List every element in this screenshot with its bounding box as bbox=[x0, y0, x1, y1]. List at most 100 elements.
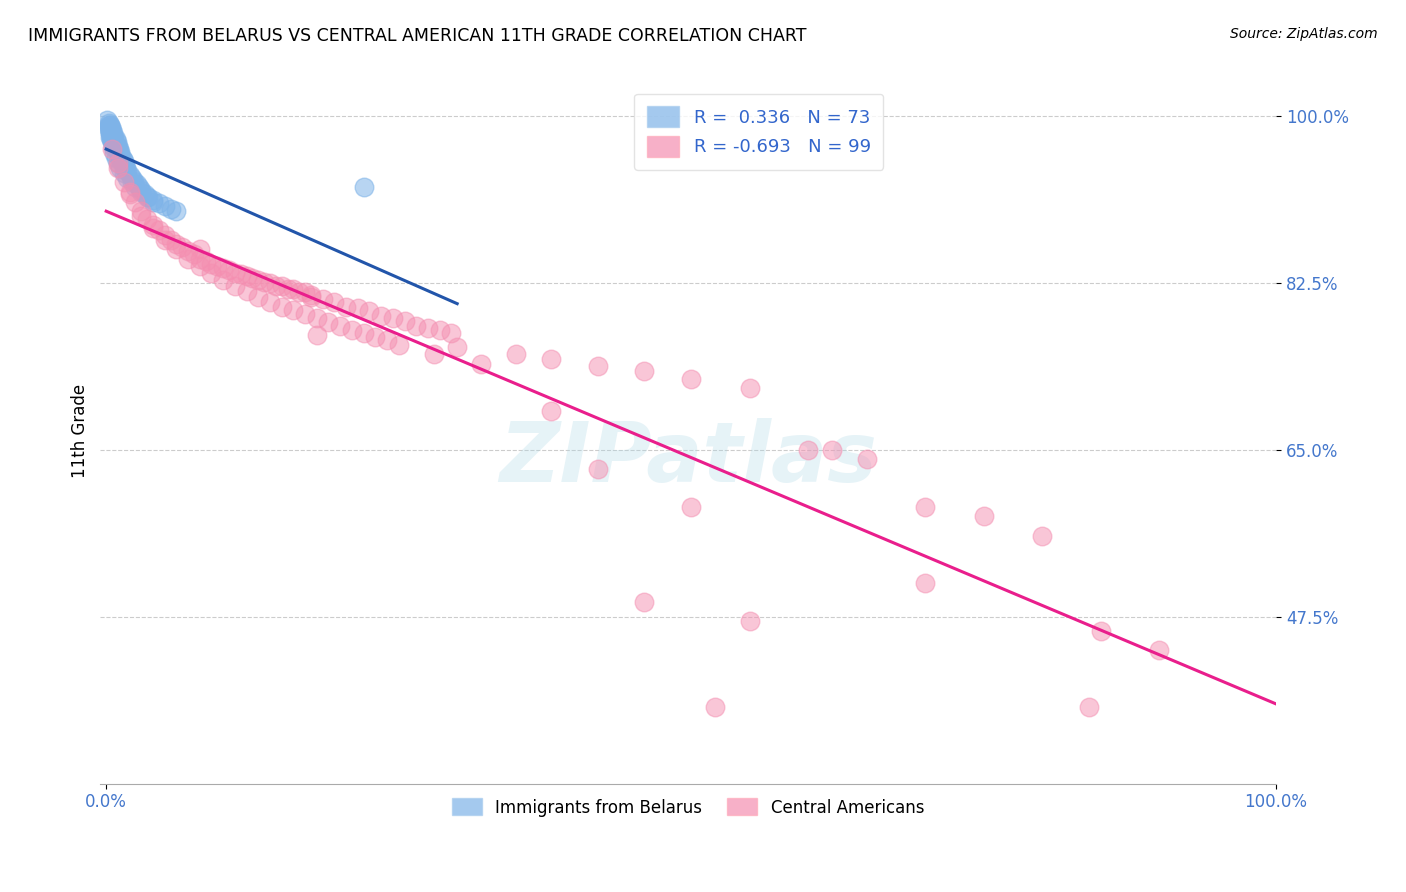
Point bbox=[353, 326, 375, 341]
Point bbox=[110, 154, 132, 169]
Point bbox=[103, 129, 125, 144]
Point bbox=[188, 242, 211, 256]
Point bbox=[440, 326, 463, 341]
Point bbox=[103, 126, 125, 140]
Point bbox=[855, 452, 877, 467]
Point bbox=[129, 183, 152, 197]
Point bbox=[159, 202, 181, 216]
Point bbox=[159, 233, 181, 247]
Point bbox=[335, 300, 357, 314]
Point bbox=[738, 381, 761, 395]
Point bbox=[103, 136, 125, 150]
Point bbox=[329, 318, 352, 333]
Point bbox=[633, 364, 655, 378]
Point bbox=[586, 359, 609, 373]
Point bbox=[388, 337, 411, 351]
Point bbox=[165, 237, 187, 252]
Point bbox=[103, 132, 125, 146]
Point bbox=[100, 127, 122, 141]
Point bbox=[117, 170, 139, 185]
Point bbox=[340, 323, 363, 337]
Point bbox=[101, 123, 124, 137]
Point bbox=[98, 126, 121, 140]
Point bbox=[288, 285, 311, 300]
Point bbox=[110, 152, 132, 166]
Point bbox=[112, 166, 135, 180]
Point bbox=[118, 168, 141, 182]
Point bbox=[224, 278, 246, 293]
Point bbox=[364, 330, 387, 344]
Point bbox=[207, 260, 229, 274]
Point bbox=[121, 170, 143, 185]
Point bbox=[98, 129, 121, 144]
Point bbox=[110, 145, 132, 159]
Point bbox=[136, 190, 159, 204]
Point bbox=[97, 118, 120, 132]
Point bbox=[405, 318, 427, 333]
Point bbox=[136, 211, 159, 226]
Point bbox=[283, 282, 305, 296]
Point bbox=[1077, 700, 1099, 714]
Point bbox=[103, 129, 125, 144]
Point bbox=[470, 357, 492, 371]
Point bbox=[129, 204, 152, 219]
Point bbox=[101, 142, 124, 156]
Point bbox=[305, 328, 328, 343]
Point bbox=[294, 285, 316, 300]
Point bbox=[105, 136, 128, 150]
Point bbox=[540, 404, 562, 418]
Point bbox=[353, 180, 375, 194]
Point bbox=[346, 301, 368, 316]
Point bbox=[177, 244, 200, 259]
Point bbox=[294, 307, 316, 321]
Point bbox=[128, 180, 150, 194]
Text: IMMIGRANTS FROM BELARUS VS CENTRAL AMERICAN 11TH GRADE CORRELATION CHART: IMMIGRANTS FROM BELARUS VS CENTRAL AMERI… bbox=[28, 27, 807, 45]
Point bbox=[212, 261, 235, 276]
Point bbox=[218, 263, 240, 277]
Point bbox=[125, 178, 148, 192]
Point bbox=[107, 144, 129, 158]
Point bbox=[188, 260, 211, 274]
Point bbox=[235, 284, 257, 298]
Point bbox=[100, 120, 122, 134]
Point bbox=[370, 309, 392, 323]
Point bbox=[134, 186, 156, 201]
Point bbox=[129, 209, 152, 223]
Point bbox=[177, 252, 200, 266]
Point bbox=[703, 700, 725, 714]
Point bbox=[259, 294, 281, 309]
Point bbox=[247, 273, 270, 287]
Point bbox=[277, 282, 299, 296]
Point bbox=[165, 242, 187, 256]
Point bbox=[142, 194, 165, 209]
Point bbox=[107, 145, 129, 159]
Point bbox=[172, 240, 194, 254]
Point bbox=[738, 615, 761, 629]
Point bbox=[100, 132, 122, 146]
Point bbox=[105, 142, 128, 156]
Point bbox=[112, 154, 135, 169]
Point bbox=[136, 190, 159, 204]
Point bbox=[111, 152, 134, 166]
Point bbox=[114, 158, 136, 172]
Point bbox=[914, 576, 936, 591]
Point bbox=[229, 267, 252, 281]
Text: ZIPatlas: ZIPatlas bbox=[499, 418, 877, 500]
Point bbox=[108, 149, 131, 163]
Point bbox=[299, 288, 322, 302]
Point bbox=[633, 595, 655, 609]
Point bbox=[311, 292, 333, 306]
Point bbox=[820, 442, 842, 457]
Point bbox=[104, 132, 127, 146]
Point bbox=[416, 320, 439, 334]
Point bbox=[797, 442, 820, 457]
Point bbox=[681, 372, 703, 386]
Point bbox=[914, 500, 936, 514]
Point bbox=[1031, 528, 1053, 542]
Point bbox=[224, 266, 246, 280]
Point bbox=[107, 156, 129, 170]
Point bbox=[107, 161, 129, 175]
Point bbox=[97, 120, 120, 134]
Text: Source: ZipAtlas.com: Source: ZipAtlas.com bbox=[1230, 27, 1378, 41]
Point bbox=[107, 139, 129, 153]
